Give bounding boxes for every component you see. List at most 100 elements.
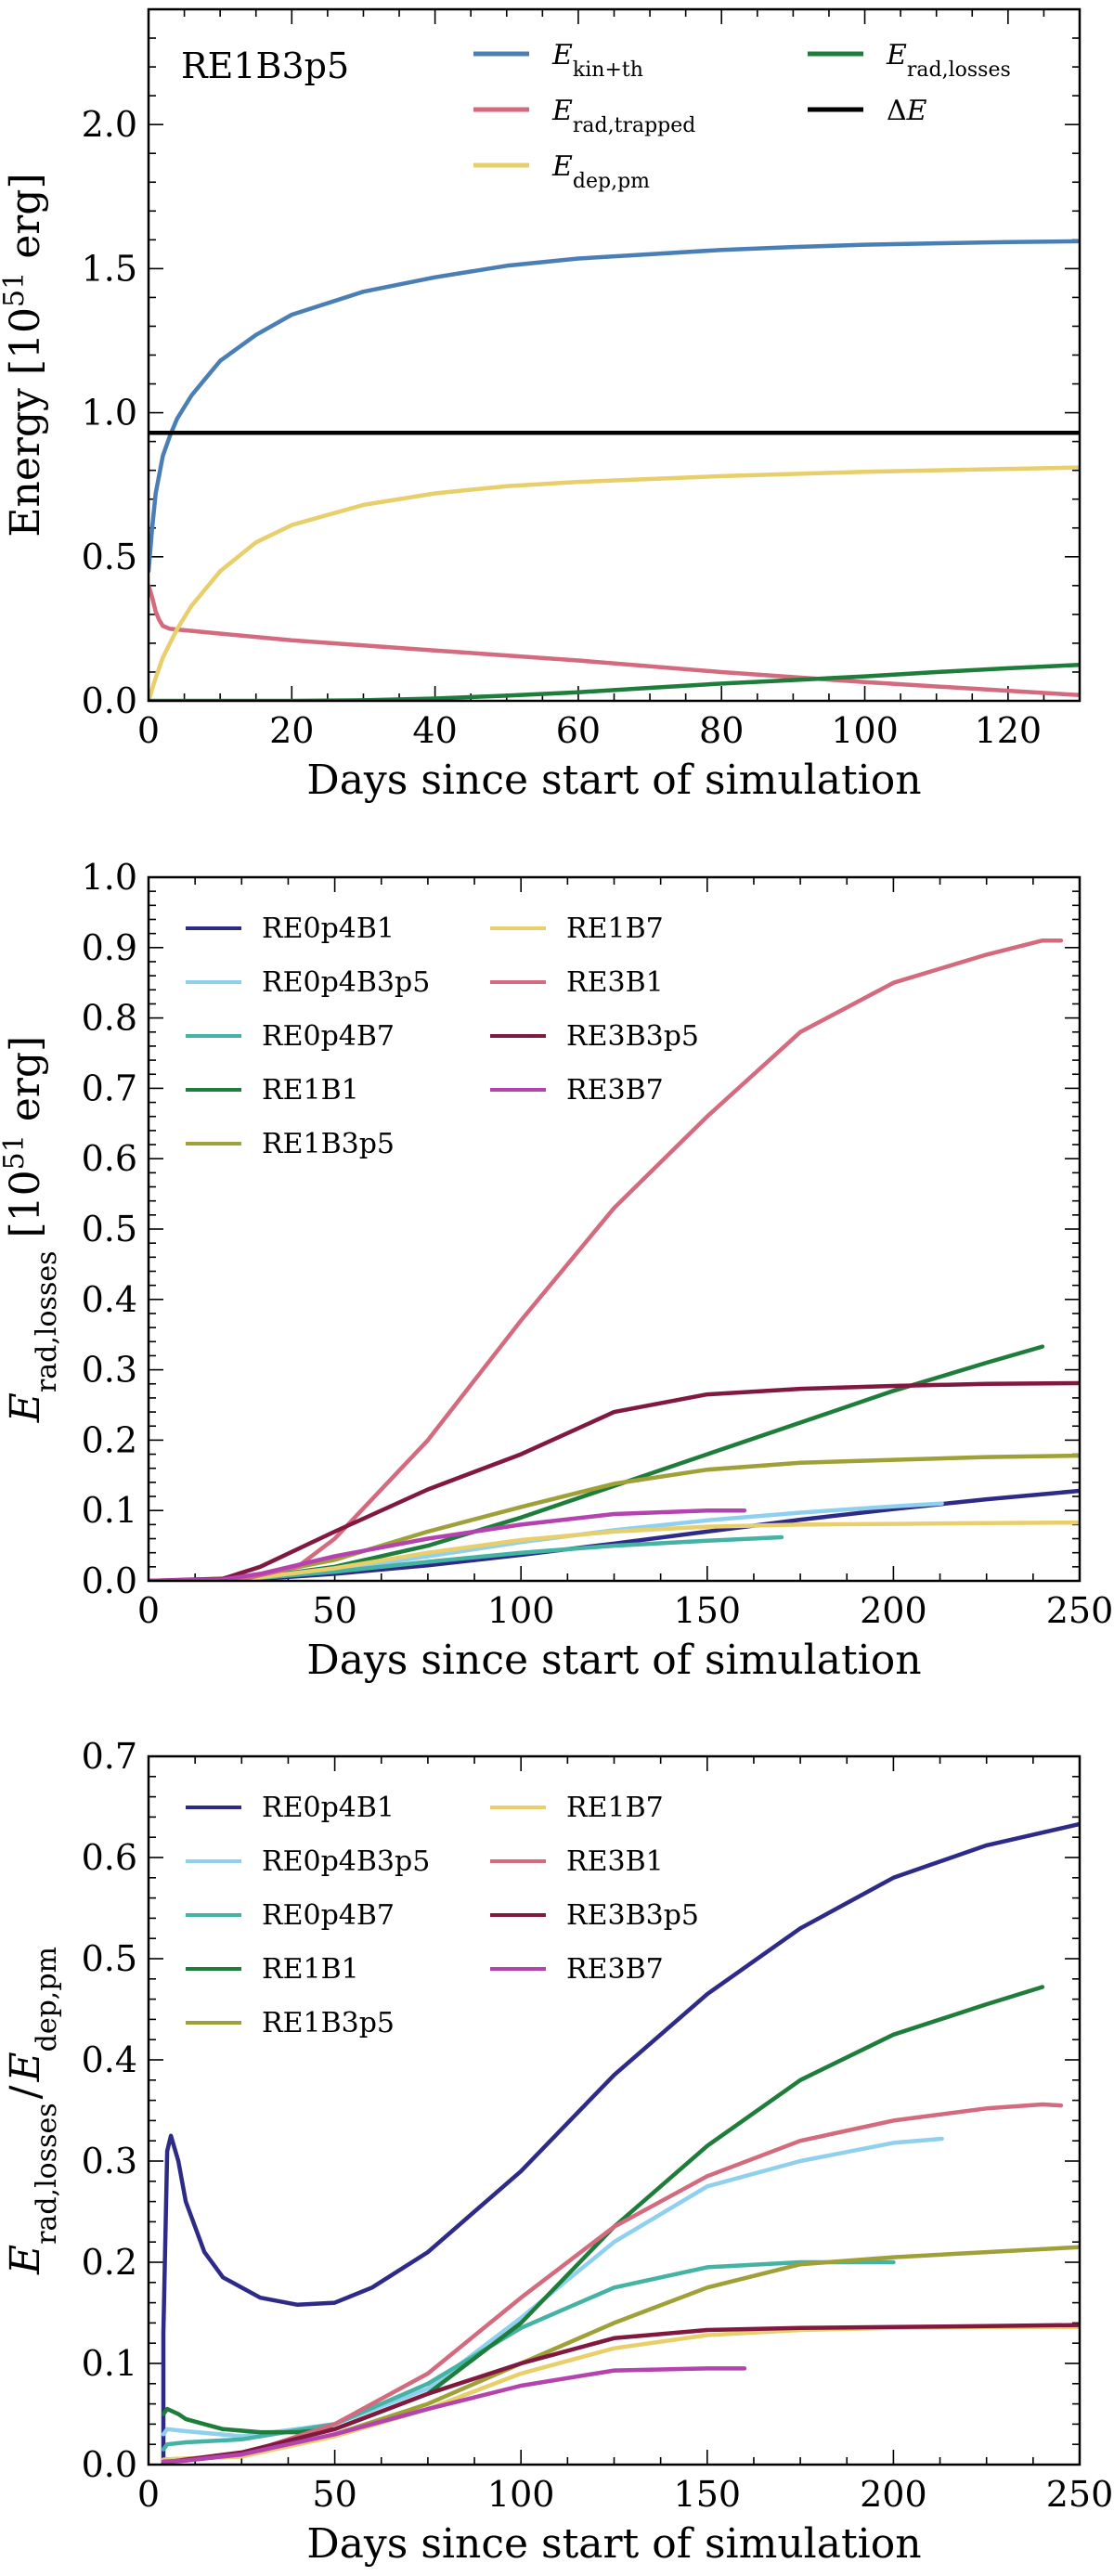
y-axis-label: Erad,losses/Edep,pm [2,1947,63,2275]
x-tick-label: 50 [312,1590,356,1631]
legend-label: RE3B3p5 [566,1020,699,1053]
legend-label: RE1B7 [566,913,664,945]
legend-item: RE0p4B3p5 [186,1845,430,1878]
x-tick-label: 40 [412,710,457,751]
legend-item: RE3B7 [490,1953,664,1986]
legend-label: RE0p4B7 [262,1899,395,1932]
legend-item: RE3B1 [490,966,664,999]
y-tick-label: 1.5 [82,248,137,289]
legend-label: ΔE [887,95,927,127]
legend-item: RE0p4B3p5 [186,966,430,999]
y-tick-label: 0.5 [82,1209,137,1249]
y-tick-label: 0.4 [82,1279,137,1320]
legend-item: RE3B7 [490,1074,664,1107]
legend-label: RE3B3p5 [566,1899,699,1932]
series-line-RE3B7 [161,2366,747,2464]
y-tick-label: 0.4 [82,2039,137,2080]
y-axis-label: Energy [1051 erg] [0,173,49,537]
legend: RE0p4B1 RE0p4B3p5 RE0p4B7 RE1B1 RE1B3p5 RE1B7… [186,1792,699,2039]
y-tick-label: 0.6 [82,1138,137,1179]
legend-label: RE3B7 [566,1074,664,1107]
x-tick-label: 0 [137,1590,160,1631]
series-lines [161,1821,1080,2465]
y-tick-label: 0.0 [82,2444,137,2485]
x-tick-label: 80 [699,710,744,751]
legend-item: RE3B3p5 [490,1020,699,1053]
legend-label: RE1B7 [566,1792,664,1824]
x-tick-label: 20 [269,710,314,751]
plot-frame [147,875,1082,1583]
legend-item: RE0p4B1 [186,913,395,945]
x-axis-label: Days since start of simulation [306,757,921,804]
y-tick-label: 0.3 [82,2141,137,2181]
panel-loss-fraction: 0 50 100 150 200 250 0.0 0.1 0.2 0.3 0.4 0.5 0.6 0.7 D… [2,1736,1113,2568]
series-lines [149,239,1080,701]
legend-item: Ekin+th [473,39,643,82]
legend-item: RE3B1 [490,1845,664,1878]
x-tick-label: 50 [312,2474,356,2515]
x-tick-label: 120 [975,710,1043,751]
x-tick-label: 0 [137,710,160,751]
legend-label: RE0p4B1 [262,913,395,945]
y-tick-label: 0.7 [82,1736,137,1777]
legend-item: RE0p4B7 [186,1899,395,1932]
x-tick-label: 100 [831,710,899,751]
series-line-RE3B3p5 [149,1380,1080,1581]
legend-item: Erad,losses [808,39,1011,82]
x-tick-label: 150 [674,2474,742,2515]
series-line-RE1B3p5 [149,1453,1080,1581]
legend-label: RE1B3p5 [262,1128,395,1160]
series-lines [149,938,1080,1581]
legend-label: RE3B7 [566,1953,664,1986]
legend-item: Erad,trapped [473,95,695,137]
series-line-RE3B1 [161,2102,1064,2465]
legend-item: RE1B1 [186,1953,359,1986]
y-tick-label: 0.1 [82,1490,137,1531]
x-tick-label: 250 [1046,1590,1114,1631]
legend-label: Erad,losses [886,39,1011,82]
legend-label: RE0p4B3p5 [262,1845,430,1878]
y-tick-label: 0.1 [82,2343,137,2384]
panel-energy-budget: RE1B3p5 0 20 40 60 80 100 120 0.0 0.5 1.0 1.5 2.0 Da… [0,7,1082,804]
legend: RE0p4B1 RE0p4B3p5 RE0p4B7 RE1B1 RE1B3p5 RE1B7… [186,913,699,1160]
panel-radiative-losses: 0 50 100 150 200 250 0.0 0.1 0.2 0.3 0.4 0.5 0.6 0.7 0… [0,857,1113,1684]
legend-label: RE3B1 [566,1845,664,1878]
legend-item: RE0p4B7 [186,1020,395,1053]
y-tick-label: 0.5 [82,537,137,577]
series-line-RE1B7 [149,1520,1080,1581]
series-line-RE0p4B1 [161,1821,1080,2465]
y-tick-label: 0.2 [82,1419,137,1460]
legend-item: RE1B1 [186,1074,359,1107]
series-line-RE0p4B7 [161,2259,896,2452]
y-tick-label: 0.7 [82,1068,137,1108]
legend-label: Edep,pm [551,150,650,193]
series-line-RE1B1 [161,1985,1045,2435]
legend: Ekin+th Erad,trapped Edep,pm Erad,losses ΔE [473,39,1011,193]
y-tick-label: 1.0 [82,393,137,434]
legend-item: RE1B3p5 [186,2007,395,2039]
legend-label: RE1B3p5 [262,2007,395,2039]
x-tick-label: 200 [860,1590,927,1631]
y-tick-label: 0.2 [82,2242,137,2283]
legend-label: RE0p4B7 [262,1020,395,1053]
y-tick-label: 0.3 [82,1350,137,1391]
x-tick-label: 250 [1046,2474,1114,2515]
legend-label: Erad,trapped [551,95,695,137]
y-tick-label: 0.9 [82,927,137,968]
x-tick-label: 100 [487,1590,555,1631]
x-tick-label: 150 [674,1590,742,1631]
y-tick-label: 0.0 [82,1560,137,1601]
legend-item: RE3B3p5 [490,1899,699,1932]
x-axis-label: Days since start of simulation [306,2520,921,2568]
x-tick-label: 200 [860,2474,927,2515]
legend-label: RE3B1 [566,966,664,999]
series-line-E-rad-trapped [149,583,1080,698]
series-line-E-kin-th [149,239,1080,574]
legend-label: RE1B1 [262,1074,359,1107]
plot-frame [147,1754,1082,2466]
x-tick-label: 0 [137,2474,160,2515]
legend-item: RE1B7 [490,1792,664,1824]
panel1-annotation: RE1B3p5 [181,45,349,86]
plot-frame [147,7,1082,703]
